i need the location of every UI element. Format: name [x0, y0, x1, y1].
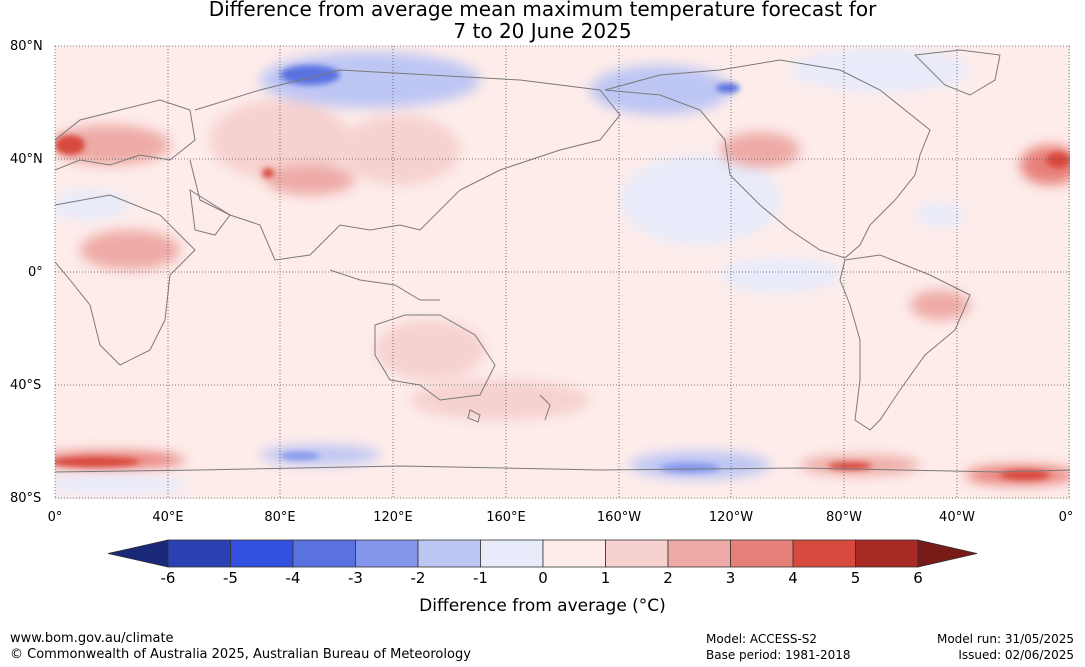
colorbar-tick-label: 5: [850, 569, 861, 587]
footer-copyright: © Commonwealth of Australia 2025, Austra…: [10, 647, 471, 662]
lat-label-80n: 80°N: [10, 39, 43, 54]
colorbar-cell: [355, 539, 419, 568]
colorbar-tick-label: -4: [285, 569, 301, 587]
coastlines: [55, 49, 1070, 473]
footer-model-run: Model run: 31/05/2025: [936, 632, 1074, 646]
colorbar-tick-label: -6: [160, 569, 176, 587]
colorbar-extend-low: [107, 539, 169, 568]
colorbar-tick-label: -5: [223, 569, 238, 587]
colorbar-cell: [855, 539, 919, 568]
colorbar-tick-label: -3: [348, 569, 363, 587]
colorbar-label: Difference from average (°C): [419, 596, 666, 616]
lat-label-80s: 80°S: [10, 491, 42, 506]
lon-label-0-right: 0°: [1058, 510, 1074, 525]
lon-label-80w: 80°W: [826, 510, 862, 525]
lon-label-80e: 80°E: [264, 510, 296, 525]
colorbar-cell: [667, 539, 731, 568]
colorbar-cell: [230, 539, 294, 568]
colorbar-cell: [417, 539, 481, 568]
colorbar-tick-label: 6: [913, 569, 923, 587]
colorbar-cell: [292, 539, 356, 568]
lat-label-0: 0°: [28, 265, 43, 280]
colorbar-cell: [792, 539, 856, 568]
colorbar-tick-label: -2: [410, 569, 426, 587]
chart-title-line2: 7 to 20 June 2025: [453, 19, 632, 43]
colorbar-tick-label: 2: [663, 569, 673, 587]
colorbar-tick-label: -1: [473, 569, 488, 587]
colorbar-cell: [730, 539, 794, 568]
footer-issued: Issued: 02/06/2025: [958, 648, 1074, 662]
lon-label-160w: 160°W: [596, 510, 642, 525]
colorbar-cell: [167, 539, 231, 568]
lon-label-40w: 40°W: [939, 510, 975, 525]
colorbar-tick-label: 3: [725, 569, 736, 587]
lat-label-40s: 40°S: [10, 378, 42, 393]
footer-base-period: Base period: 1981-2018: [706, 648, 851, 662]
colorbar-tick-label: 0: [538, 569, 548, 587]
gridlines: [54, 45, 1070, 499]
footer-website[interactable]: www.bom.gov.au/climate: [10, 631, 174, 646]
lon-label-120w: 120°W: [708, 510, 754, 525]
chart-title-line1: Difference from average mean maximum tem…: [208, 0, 877, 21]
colorbar-extend-high: [917, 539, 978, 568]
colorbar-cell: [542, 539, 606, 568]
colorbar-cell: [480, 539, 544, 568]
lon-label-160e: 160°E: [486, 510, 526, 525]
lon-label-120e: 120°E: [373, 510, 413, 525]
colorbar-cell: [605, 539, 669, 568]
lat-label-40n: 40°N: [10, 152, 43, 167]
colorbar-tick-label: 4: [788, 569, 798, 587]
lon-label-40e: 40°E: [152, 510, 184, 525]
footer-model: Model: ACCESS-S2: [706, 632, 818, 646]
colorbar-tick-label: 1: [600, 569, 611, 587]
lon-label-0: 0°: [47, 510, 63, 525]
